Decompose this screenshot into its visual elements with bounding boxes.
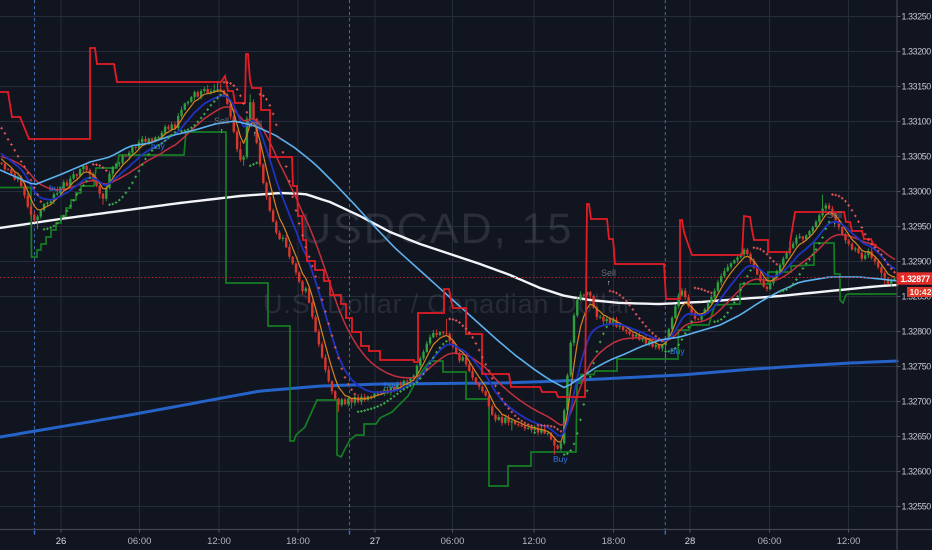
svg-text:18:00: 18:00 [286,536,310,547]
svg-text:1.33200: 1.33200 [902,47,932,57]
svg-text:1.32800: 1.32800 [902,327,932,337]
svg-text:buy: buy [49,183,63,193]
svg-text:06:00: 06:00 [128,536,152,547]
svg-text:1.33150: 1.33150 [902,82,932,92]
svg-text:↑: ↑ [833,222,837,229]
svg-text:1.32900: 1.32900 [902,257,932,267]
svg-text:1.32950: 1.32950 [902,222,932,232]
svg-text:↑: ↑ [607,280,611,287]
svg-text:↑: ↑ [253,131,257,138]
svg-text:↑: ↑ [220,128,224,135]
svg-text:28: 28 [685,536,696,547]
svg-text:1.32650: 1.32650 [902,432,932,442]
svg-text:26: 26 [56,536,67,547]
svg-text:buy: buy [151,141,165,151]
svg-text:18:00: 18:00 [602,536,626,547]
svg-text:buy: buy [384,380,398,390]
svg-text:1.32700: 1.32700 [902,397,932,407]
svg-text:1.32750: 1.32750 [902,362,932,372]
svg-text:12:00: 12:00 [207,536,231,547]
svg-text:1.33000: 1.33000 [902,187,932,197]
svg-text:27: 27 [370,536,381,547]
svg-text:USDCAD, 15: USDCAD, 15 [300,205,573,253]
svg-text:12:00: 12:00 [522,536,546,547]
svg-text:1.32550: 1.32550 [902,502,932,512]
svg-text:Sell: Sell [827,210,842,220]
svg-text:12:00: 12:00 [837,536,861,547]
svg-text:06:00: 06:00 [758,536,782,547]
svg-text:1.32877: 1.32877 [901,274,931,284]
svg-text:06:00: 06:00 [441,536,465,547]
svg-text:Sell: Sell [247,119,262,129]
svg-text:1.33250: 1.33250 [902,12,932,22]
svg-text:Sell: Sell [214,116,229,126]
svg-text:1.33050: 1.33050 [902,152,932,162]
svg-text:1.32600: 1.32600 [902,467,932,477]
svg-text:10:42: 10:42 [910,287,932,297]
svg-text:Buy: Buy [553,454,568,464]
svg-text:1.33100: 1.33100 [902,117,932,127]
svg-text:Buy: Buy [670,346,685,356]
svg-text:Sell: Sell [601,268,616,278]
